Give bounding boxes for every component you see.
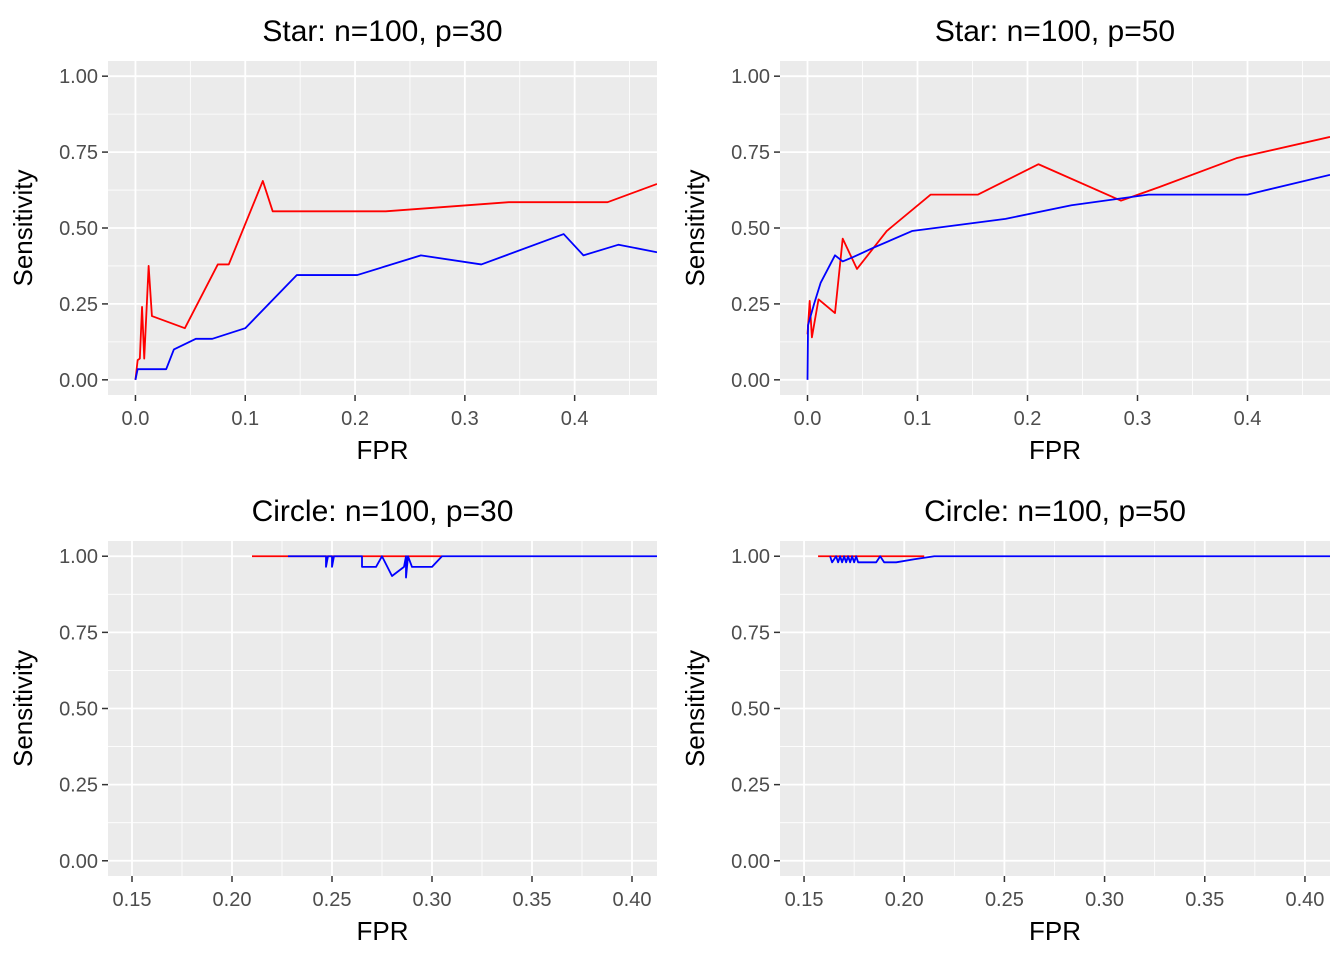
x-tick-label: 0.3	[1124, 408, 1152, 430]
x-axis-title: FPR	[1029, 435, 1081, 465]
x-axis-title: FPR	[1029, 916, 1081, 946]
x-tick-label: 0.1	[904, 408, 932, 430]
x-tick-label: 0.25	[985, 889, 1024, 911]
series-line-1	[806, 136, 1330, 339]
x-tick-label: 0.0	[794, 408, 822, 430]
y-tick-label: 1.00	[731, 546, 770, 568]
chart-panel-1: 0.00 0.25 0.50 0.75 1.00 0.0 0.1 0.2 0.3 0.4 Star:…	[8, 15, 657, 465]
y-tick-label: 0.00	[731, 370, 770, 392]
y-tick-label: 0.25	[731, 294, 770, 316]
x-axis-title: FPR	[357, 435, 409, 465]
chart-panel-3: 0.00 0.25 0.50 0.75 1.00 0.15 0.20 0.25 0.30 0.35…	[8, 495, 657, 946]
chart-panel-4: 0.00 0.25 0.50 0.75 1.00 0.15 0.20 0.25 0.30 0.35…	[680, 495, 1330, 946]
chart-title: Star: n=100, p=50	[935, 15, 1175, 48]
series-line-2	[134, 233, 657, 381]
x-tick-label: 0.35	[1185, 889, 1224, 911]
y-axis-title: Sensitivity	[680, 650, 710, 767]
y-tick-label: 0.50	[59, 699, 98, 721]
x-tick-label: 0.4	[561, 408, 589, 430]
x-tick-label: 0.40	[613, 889, 652, 911]
y-tick-label: 0.25	[731, 775, 770, 797]
chart-panel-2: 0.00 0.25 0.50 0.75 1.00 0.0 0.1 0.2 0.3 0.4 Star:…	[680, 15, 1330, 465]
series-line-2	[288, 555, 657, 579]
x-tick-label: 0.25	[313, 889, 352, 911]
x-tick-label: 0.15	[785, 889, 824, 911]
y-tick-label: 0.75	[59, 622, 98, 644]
series-line-2	[829, 555, 1330, 564]
x-tick-label: 0.15	[113, 889, 152, 911]
x-tick-label: 0.30	[1085, 889, 1124, 911]
x-tick-label: 0.3	[451, 408, 479, 430]
y-tick-label: 1.00	[59, 66, 98, 88]
y-axis-title: Sensitivity	[8, 650, 38, 767]
chart-title: Star: n=100, p=30	[262, 15, 502, 48]
y-tick-label: 1.00	[731, 66, 770, 88]
y-tick-label: 0.50	[731, 699, 770, 721]
y-tick-label: 0.50	[59, 218, 98, 240]
x-tick-label: 0.1	[231, 408, 259, 430]
x-tick-label: 0.40	[1285, 889, 1324, 911]
x-tick-label: 0.35	[513, 889, 552, 911]
y-tick-label: 1.00	[59, 546, 98, 568]
y-axis-title: Sensitivity	[8, 169, 38, 286]
x-tick-label: 0.2	[1014, 408, 1042, 430]
x-tick-label: 0.0	[122, 408, 150, 430]
y-tick-label: 0.25	[59, 294, 98, 316]
series-line-2	[806, 173, 1330, 380]
chart-title: Circle: n=100, p=30	[252, 495, 514, 528]
y-tick-label: 0.00	[59, 370, 98, 392]
y-tick-label: 0.00	[731, 851, 770, 873]
x-tick-label: 0.30	[413, 889, 452, 911]
chart-title: Circle: n=100, p=50	[924, 495, 1186, 528]
y-tick-label: 0.75	[731, 142, 770, 164]
y-tick-label: 0.50	[731, 218, 770, 240]
y-tick-label: 0.75	[59, 142, 98, 164]
y-tick-label: 0.75	[731, 622, 770, 644]
x-tick-label: 0.20	[885, 889, 924, 911]
x-tick-label: 0.20	[213, 889, 252, 911]
series-line-1	[134, 180, 657, 380]
y-tick-label: 0.25	[59, 775, 98, 797]
y-axis-title: Sensitivity	[680, 169, 710, 286]
y-tick-label: 0.00	[59, 851, 98, 873]
x-tick-label: 0.4	[1234, 408, 1262, 430]
x-tick-label: 0.2	[341, 408, 369, 430]
x-axis-title: FPR	[357, 916, 409, 946]
